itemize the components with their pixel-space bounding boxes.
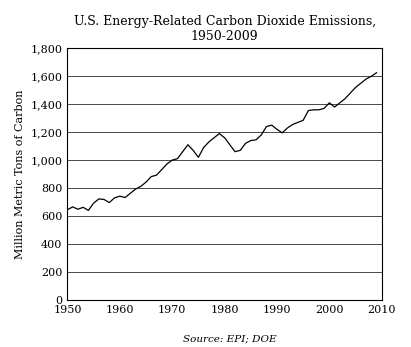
Text: Source: EPI; DOE: Source: EPI; DOE [183, 335, 277, 344]
Title: U.S. Energy-Related Carbon Dioxide Emissions,
1950-2009: U.S. Energy-Related Carbon Dioxide Emiss… [74, 15, 376, 43]
Y-axis label: Million Metric Tons of Carbon: Million Metric Tons of Carbon [15, 89, 25, 259]
